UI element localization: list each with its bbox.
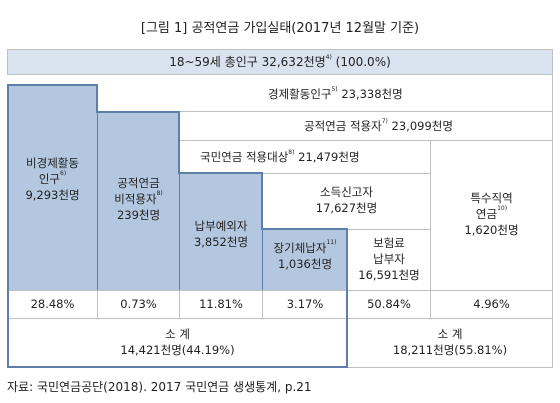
- figure-title: [그림 1] 공적연금 가입실태(2017년 12월말 기준): [140, 21, 420, 36]
- subtotal-right-value: 18,211천명(55.81%): [392, 343, 508, 357]
- payment-exception-value: 3,852천명: [193, 235, 249, 249]
- long-term-delinquent-value: 1,036천명: [277, 257, 333, 271]
- special-occupation-label-2: 연금: [475, 207, 498, 221]
- total-population-band: [7, 49, 553, 74]
- blue-border: [178, 172, 263, 174]
- special-occupation-value: 1,620천명: [464, 223, 519, 237]
- blue-border: [96, 111, 180, 113]
- blue-border: [7, 366, 348, 368]
- grid-line: [347, 229, 430, 230]
- payment-exception-label: 납부예외자: [194, 219, 248, 233]
- insurance-payers-value: 16,591천명: [358, 268, 420, 282]
- economically-active-label: 경제활동인구: [268, 87, 332, 101]
- subtotal-right-label: 소 계: [437, 327, 463, 341]
- nps-covered-value: 21,479천명: [298, 150, 360, 164]
- pct-cell: 3.17%: [286, 297, 324, 311]
- footnote-marker: 10): [497, 205, 508, 212]
- blue-border: [97, 113, 98, 290]
- grid-line: [430, 140, 431, 318]
- blue-border: [261, 172, 263, 230]
- grid-line: [7, 74, 553, 75]
- insurance-payers-text: 보험료 납부자 16,591천명: [348, 235, 430, 283]
- pension-covered-value: 23,099천명: [391, 119, 453, 133]
- blue-border: [261, 228, 348, 230]
- subtotal-left-label: 소 계: [165, 327, 190, 341]
- nps-covered-label: 국민연금 적용대상: [200, 150, 289, 164]
- economically-active-text: 경제활동인구5) 23,338천명: [268, 86, 403, 101]
- grid-line: [262, 290, 263, 318]
- pct-cell: 11.81%: [199, 297, 243, 311]
- not-covered-text: 공적연금 비적용자8) 239천명: [98, 175, 179, 223]
- insurance-payers-label: 보험료: [373, 236, 405, 250]
- nps-covered-text: 국민연금 적용대상8) 21,479천명: [200, 149, 360, 164]
- footnote-marker: 5): [331, 86, 338, 93]
- grid-line: [179, 140, 553, 141]
- special-occupation-label: 특수직역: [470, 191, 513, 205]
- grid-line: [7, 49, 8, 74]
- blue-border: [262, 230, 263, 290]
- income-reporters-value: 17,627천명: [315, 201, 378, 215]
- footnote-marker: 6): [60, 170, 67, 177]
- pension-covered-text: 공적연금 적용자7) 23,099천명: [304, 118, 453, 133]
- non-economically-active-label-2: 인구: [38, 172, 60, 186]
- footnote-marker: 8): [156, 190, 163, 197]
- grid-line: [552, 49, 553, 367]
- non-economically-active-text: 비경제활동 인구6) 9,293천명: [8, 155, 97, 203]
- non-insured-area-col3: [179, 173, 262, 290]
- footnote-marker: 11): [326, 239, 337, 246]
- grid-line: [179, 290, 180, 318]
- blue-border: [179, 174, 180, 290]
- non-economically-active-value: 9,293천명: [25, 188, 80, 202]
- non-economically-active-label: 비경제활동: [26, 156, 79, 170]
- total-population-pct: (100.0%): [335, 55, 391, 69]
- non-insured-area-col2: [97, 111, 179, 290]
- blue-border: [346, 228, 348, 368]
- payment-exception-text: 납부예외자 3,852천명: [180, 218, 262, 250]
- pct-cell: 28.48%: [30, 297, 75, 311]
- grid-line: [7, 49, 553, 50]
- footnote-marker: 8): [288, 149, 295, 156]
- blue-border: [178, 111, 180, 174]
- grid-line: [97, 111, 553, 112]
- blue-border: [7, 84, 98, 86]
- source-note: 자료: 국민연금공단(2018). 2017 국민연금 생생통계, p.21: [7, 380, 312, 394]
- grid-line: [7, 318, 553, 319]
- subtotal-right: 소 계 18,211천명(55.81%): [348, 326, 552, 358]
- pension-covered-label: 공적연금 적용자: [304, 119, 382, 133]
- economically-active-value: 23,338천명: [341, 87, 403, 101]
- grid-line: [262, 173, 430, 174]
- long-term-delinquent-text: 장기체납자11) 1,036천명: [263, 239, 347, 272]
- blue-border: [96, 84, 98, 112]
- non-insured-area-col1: [8, 84, 97, 290]
- not-covered-label-2: 비적용자: [114, 192, 157, 206]
- footnote-marker: 7): [381, 118, 388, 125]
- pct-cell: 0.73%: [120, 297, 157, 311]
- grid-line: [97, 290, 98, 318]
- non-insured-area-col4: [262, 229, 347, 290]
- not-covered-label: 공적연금: [117, 176, 160, 190]
- income-reporters-label: 소득신고자: [320, 185, 373, 199]
- grid-line: [7, 290, 553, 291]
- not-covered-value: 239천명: [116, 208, 161, 222]
- total-population-text: 18~59세 총인구 32,632천명4) (100.0%): [7, 54, 553, 69]
- blue-border: [7, 84, 9, 368]
- long-term-delinquent-label: 장기체납자: [273, 241, 327, 255]
- subtotal-left-value: 14,421천명(44.19%): [120, 343, 235, 357]
- insurance-payers-label-2: 납부자: [373, 252, 405, 266]
- subtotal-left: 소 계 14,421천명(44.19%): [8, 326, 347, 358]
- total-population-label: 18~59세 총인구 32,632천명: [169, 55, 326, 69]
- footnote-marker: 4): [325, 54, 332, 61]
- special-occupation-text: 특수직역 연금10) 1,620천명: [431, 190, 552, 238]
- income-reporters-text: 소득신고자 17,627천명: [263, 184, 430, 216]
- pct-cell: 50.84%: [367, 297, 411, 311]
- pct-cell: 4.96%: [473, 297, 510, 311]
